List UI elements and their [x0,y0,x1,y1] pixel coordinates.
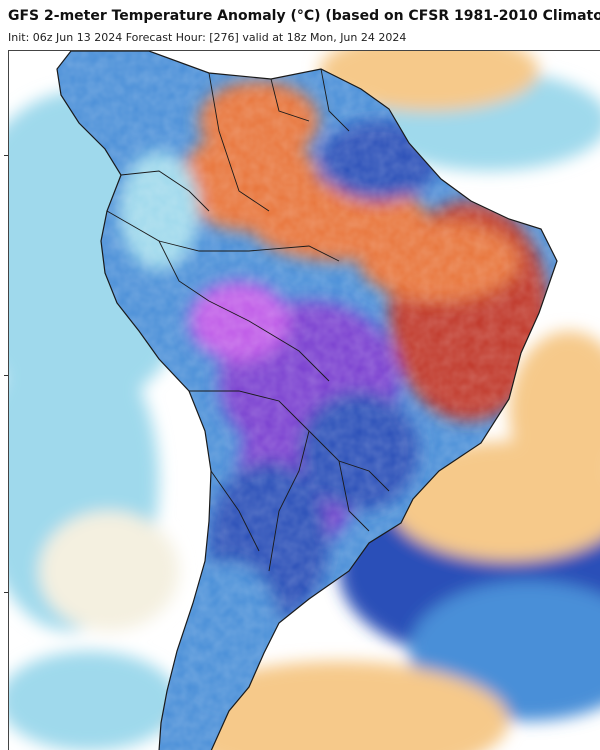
latitude-tick [4,592,9,593]
latitude-tick [4,155,9,156]
country-borders [106,68,390,572]
anomaly-map [8,50,600,750]
anomaly-map-canvas [9,51,600,750]
latitude-tick [4,375,9,376]
map-title: GFS 2-meter Temperature Anomaly (°C) (ba… [8,8,600,24]
map-header: GFS 2-meter Temperature Anomaly (°C) (ba… [0,0,600,50]
coastline [56,51,558,750]
map-subtitle: Init: 06z Jun 13 2024 Forecast Hour: [27… [8,31,407,44]
